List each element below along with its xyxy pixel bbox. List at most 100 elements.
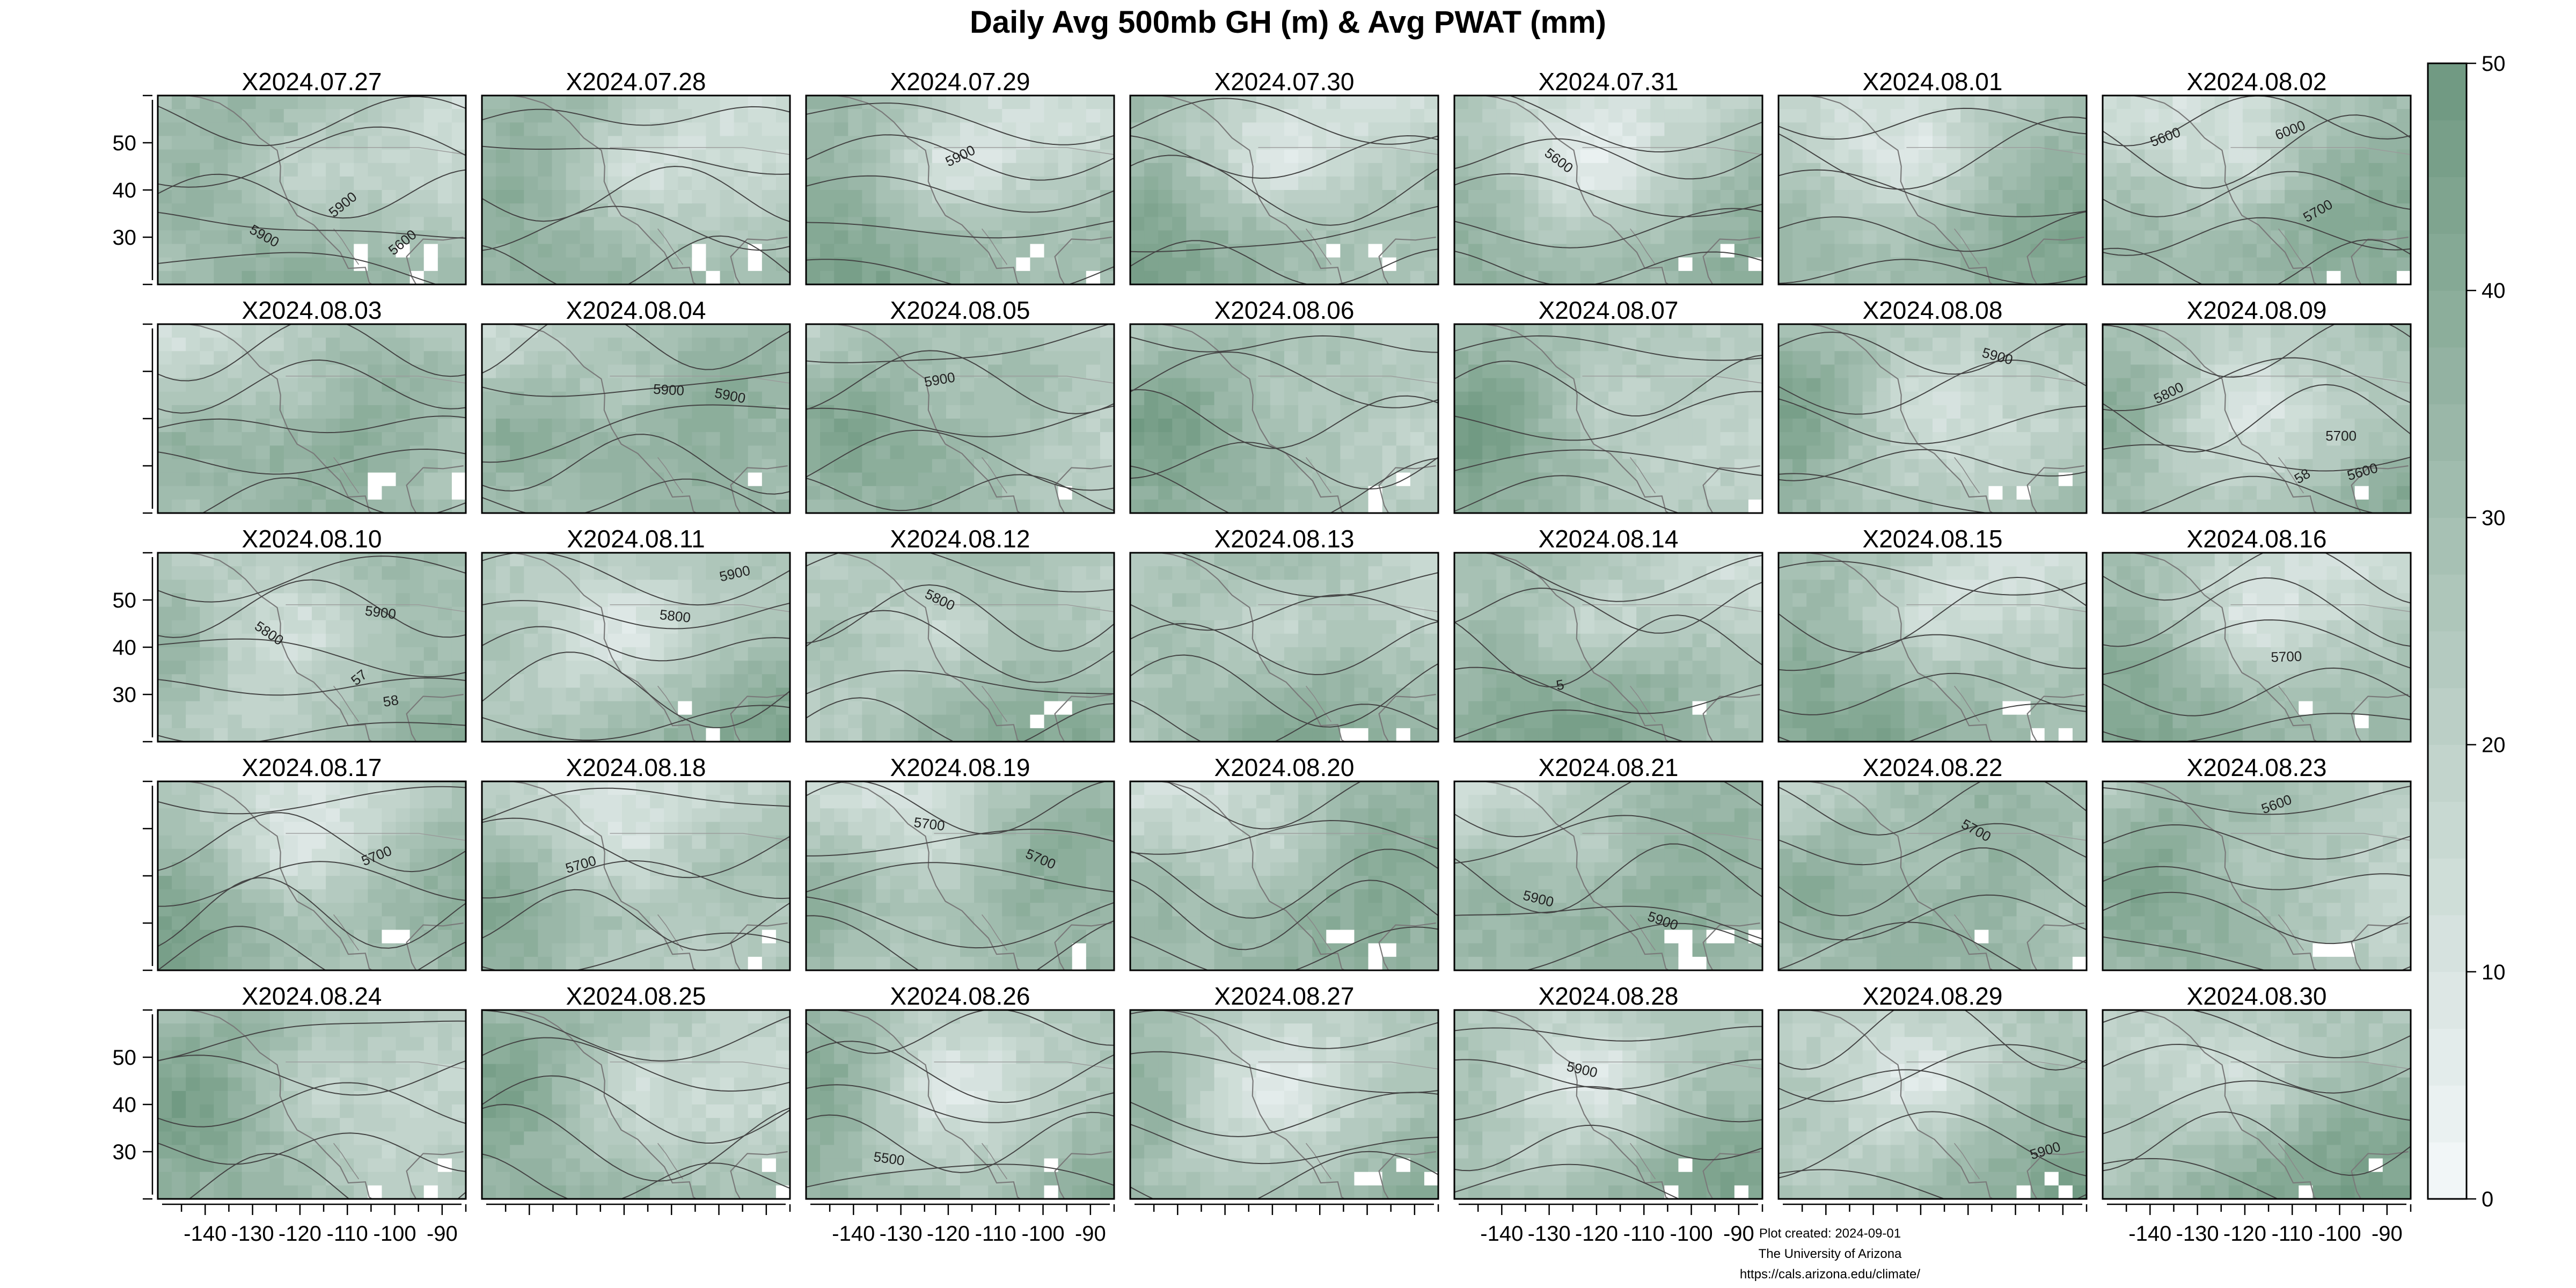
coastline	[1629, 685, 1656, 722]
panel-frame	[805, 94, 1115, 286]
panel-X2024.08.30: X2024.08.30	[2102, 982, 2412, 1200]
panel-title: X2024.08.01	[1863, 68, 2003, 96]
country-border	[610, 604, 790, 612]
country-border	[2230, 1062, 2411, 1070]
gh-contour	[482, 106, 790, 126]
panel-X2024.08.24: X2024.08.24	[157, 982, 467, 1200]
contour-label: 5700	[2325, 428, 2357, 444]
x-tick-label: -100	[374, 1222, 416, 1246]
colorbar-level	[2428, 347, 2467, 405]
contour-label: 5	[1555, 676, 1565, 693]
colorbar-level	[2428, 801, 2467, 859]
colorbar-level	[2428, 290, 2467, 348]
gh-contour	[1779, 169, 2087, 217]
country-border	[1582, 1062, 1762, 1070]
gh-contour	[158, 722, 466, 742]
gh-contour	[1779, 847, 2087, 917]
x-tick-label: -90	[1723, 1222, 1754, 1246]
colorbar-tick-label: 20	[2482, 734, 2506, 757]
panel-frame	[157, 552, 467, 743]
gh-contour	[158, 861, 466, 907]
gh-contour	[1130, 155, 1438, 226]
country-border	[934, 1062, 1114, 1070]
gh-contour	[158, 926, 466, 970]
gh-contour	[482, 371, 790, 397]
gh-contour	[2103, 444, 2411, 472]
country-border	[286, 833, 466, 841]
gh-contour	[1130, 442, 1438, 490]
gh-contour	[1165, 781, 1438, 830]
coastline	[1629, 228, 1656, 265]
gh-contour	[1779, 359, 2087, 415]
gh-contour	[806, 697, 1114, 742]
coastline	[1305, 1143, 1332, 1180]
panel-frame	[157, 94, 467, 286]
coastline	[657, 1143, 684, 1180]
gh-contour	[806, 103, 1114, 145]
gh-contour	[1779, 703, 2087, 742]
gh-contour	[2103, 1043, 2411, 1094]
panel-title: X2024.08.11	[567, 525, 705, 553]
panel-title: X2024.08.19	[890, 753, 1030, 781]
gh-contour	[2103, 357, 2411, 412]
panel-frame	[805, 323, 1115, 514]
gh-contour	[1779, 116, 2087, 190]
x-tick-label: -120	[927, 1222, 970, 1246]
country-border	[934, 147, 1114, 155]
coastline	[508, 1010, 788, 1199]
colorbar-tick-label: 40	[2482, 279, 2506, 303]
gh-contour	[1779, 1044, 2087, 1102]
gh-contour	[1130, 351, 1438, 408]
coastline	[1629, 914, 1656, 951]
panel-title: X2024.08.23	[2187, 753, 2327, 781]
country-border	[610, 147, 790, 155]
gh-contour	[1488, 553, 1762, 602]
coastline	[1804, 1010, 2084, 1199]
panel-title: X2024.08.21	[1539, 753, 1679, 781]
coastline	[1629, 1143, 1656, 1180]
gh-contour	[1130, 819, 1438, 855]
x-tick-label: -140	[1480, 1222, 1523, 1246]
gh-contour	[1454, 815, 1762, 870]
country-border	[1906, 604, 2087, 612]
x-tick-label: -110	[327, 1222, 368, 1246]
gh-contour	[482, 478, 778, 513]
coastline	[2128, 781, 2409, 970]
y-tick-label: 40	[113, 179, 137, 202]
coastline	[508, 96, 788, 284]
coastline	[1953, 228, 1980, 265]
x-tick-label: -100	[2318, 1222, 2361, 1246]
x-tick-label: -90	[427, 1222, 458, 1246]
panel-frame	[157, 323, 467, 514]
colorbar-level	[2428, 744, 2467, 802]
gh-contour	[158, 448, 466, 475]
panel-frame	[1453, 323, 1763, 514]
panel-frame	[2102, 1009, 2412, 1200]
panel-title: X2024.08.22	[1863, 753, 2003, 781]
panel-title: X2024.08.10	[242, 525, 382, 553]
gh-contour	[2137, 475, 2377, 513]
colorbar-level	[2428, 177, 2467, 234]
country-border	[1906, 1062, 2087, 1070]
colorbar-level	[2428, 233, 2467, 291]
country-border	[2230, 833, 2411, 841]
panel-title: X2024.07.29	[890, 68, 1030, 96]
gh-contour	[158, 1055, 466, 1096]
coastline	[1804, 553, 2084, 742]
gh-contour	[2103, 171, 2411, 217]
gh-contour	[1779, 107, 2087, 140]
gh-contour	[1454, 1086, 1762, 1123]
panel-frame	[2102, 94, 2412, 286]
source-url[interactable]: https://cals.arizona.edu/climate/	[1739, 1267, 1921, 1282]
gh-contour	[158, 677, 466, 696]
